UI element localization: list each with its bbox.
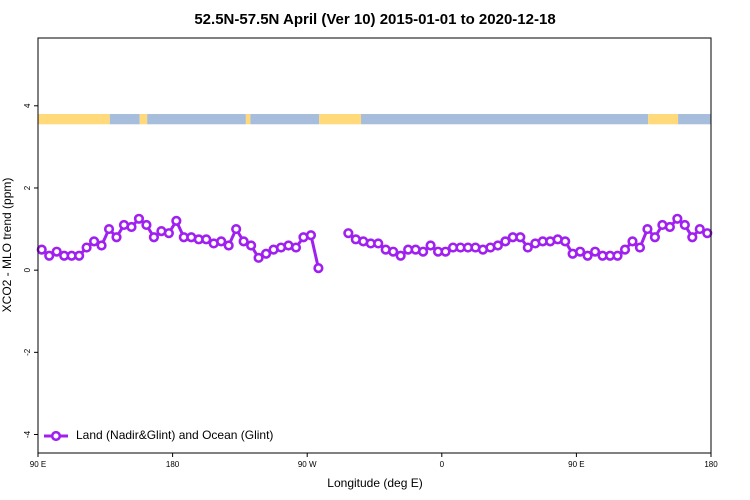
data-point	[373, 238, 384, 249]
data-point	[343, 228, 354, 239]
surface-band	[648, 114, 679, 125]
surface-band	[139, 114, 148, 125]
data-point	[619, 244, 631, 255]
x-tick-label: 90 E	[568, 460, 584, 469]
data-point	[418, 246, 429, 257]
surface-band	[147, 114, 246, 125]
data-point	[111, 232, 122, 243]
data-point	[141, 219, 152, 231]
surface-band	[109, 114, 140, 125]
y-tick-label: 4	[23, 103, 32, 108]
legend-marker	[50, 430, 62, 442]
data-point	[560, 236, 571, 247]
data-point	[305, 230, 317, 241]
data-point	[148, 232, 160, 243]
plot-area: -4 -2 0 2 4 90 E 180 90 W 0 90 E 180 Land (Nadir&Gl…	[23, 103, 718, 469]
data-point	[201, 234, 212, 245]
x-tick-label: 180	[166, 460, 180, 469]
data-point	[664, 221, 675, 233]
data-point	[425, 240, 436, 251]
data-point	[51, 246, 62, 257]
data-point	[642, 223, 653, 235]
data-point	[627, 236, 638, 247]
x-tick-label: 90 E	[30, 460, 46, 469]
surface-band	[245, 114, 251, 125]
data-point	[694, 223, 705, 235]
data-point	[88, 236, 100, 247]
data-point	[589, 246, 601, 257]
data-point	[679, 219, 690, 231]
data-point	[223, 240, 234, 251]
y-tick-label: -2	[23, 348, 32, 356]
data-point	[246, 240, 257, 251]
y-axis-label: XCO2 - MLO trend (ppm)	[0, 178, 14, 313]
x-tick-label: 90 W	[298, 460, 317, 469]
surface-band	[361, 114, 649, 125]
data-point	[500, 236, 511, 247]
data-point	[649, 232, 661, 243]
data-point	[260, 248, 272, 259]
data-point	[44, 250, 55, 261]
data-point	[96, 240, 107, 251]
data-point	[133, 213, 145, 224]
data-point	[81, 242, 92, 253]
data-point	[103, 223, 115, 235]
data-point	[672, 213, 683, 224]
data-point	[515, 232, 526, 243]
x-axis-label: Longitude (deg E)	[327, 476, 422, 490]
data-point	[687, 232, 698, 243]
data-point	[216, 236, 227, 247]
data-point	[253, 252, 264, 263]
y-tick-label: -4	[23, 430, 32, 438]
plot-frame	[37, 37, 712, 454]
data-point	[575, 246, 586, 257]
data-point	[440, 246, 451, 257]
x-tick-label: 180	[704, 460, 718, 469]
chart-title: 52.5N-57.5N April (Ver 10) 2015-01-01 to…	[194, 11, 555, 28]
x-tick-label: 0	[440, 460, 445, 469]
y-tick-label: 2	[23, 185, 32, 190]
data-point	[395, 250, 406, 261]
data-point	[492, 240, 503, 251]
data-point	[702, 228, 713, 239]
data-point	[163, 228, 174, 239]
y-tick-label: 0	[23, 267, 32, 272]
data-point	[290, 242, 302, 253]
data-point	[171, 215, 182, 226]
data-point	[231, 223, 242, 235]
data-point	[634, 242, 646, 253]
data-point	[582, 250, 593, 261]
surface-band	[250, 114, 320, 125]
surface-band	[319, 114, 362, 125]
surface-band	[678, 114, 711, 125]
data-point	[388, 246, 399, 257]
data-point	[612, 250, 623, 261]
data-point	[126, 221, 137, 233]
data-point	[238, 236, 249, 247]
data-point	[522, 242, 533, 253]
surface-band	[38, 114, 110, 125]
data-point	[36, 244, 47, 255]
legend-label: Land (Nadir&Glint) and Ocean (Glint)	[76, 428, 273, 442]
data-point	[74, 250, 85, 261]
data-point	[313, 262, 324, 274]
